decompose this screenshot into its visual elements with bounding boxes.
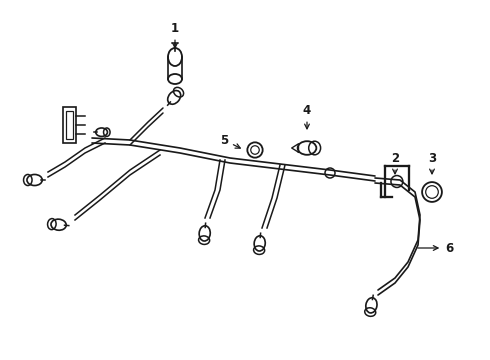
Text: 1: 1 xyxy=(171,22,179,48)
Text: 5: 5 xyxy=(220,134,240,148)
Bar xyxy=(63,107,75,143)
Text: 3: 3 xyxy=(428,152,436,174)
Text: 4: 4 xyxy=(303,104,311,129)
Text: 2: 2 xyxy=(391,152,399,174)
Text: 6: 6 xyxy=(418,242,453,255)
Bar xyxy=(66,111,73,139)
